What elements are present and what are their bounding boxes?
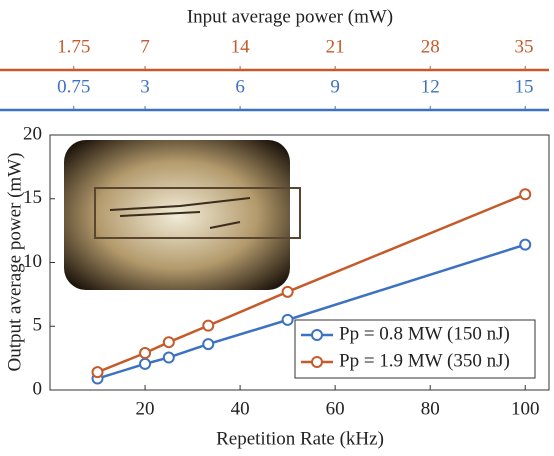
legend-label: Pp = 0.8 MW (150 nJ) (339, 323, 510, 344)
top-tick-label: 28 (421, 36, 440, 57)
data-point (162, 351, 175, 364)
y-tick-label: 10 (23, 251, 42, 272)
legend-marker (311, 329, 323, 341)
data-point (202, 338, 215, 351)
top-tick-label: 0.75 (57, 76, 90, 97)
data-point (139, 347, 152, 360)
y-tick-label: 0 (33, 378, 43, 399)
y-tick-label: 15 (23, 187, 42, 208)
data-point (162, 336, 175, 349)
legend-label: Pp = 1.9 MW (350 nJ) (339, 350, 510, 371)
inset-photo (64, 140, 301, 290)
legend-marker (311, 356, 323, 368)
legend: Pp = 0.8 MW (150 nJ) Pp = 1.9 MW (350 nJ) (294, 319, 536, 379)
top-tick-label: 9 (330, 76, 340, 97)
series-line (97, 243, 526, 380)
x-tick-label: 80 (421, 398, 440, 419)
y-tick-label: 5 (33, 315, 43, 336)
legend-box (294, 319, 536, 379)
top-tick-label: 12 (421, 76, 440, 97)
series-line (97, 193, 526, 374)
data-point (91, 366, 104, 379)
top-tick-label: 1.75 (57, 36, 90, 57)
x-tick-label: 40 (231, 398, 250, 419)
data-point (281, 313, 294, 326)
top-tick-label: 3 (140, 76, 150, 97)
chart-title: Input average power (mW) (187, 6, 393, 27)
x-tick-label: 60 (326, 398, 345, 419)
y-axis-label: Output average power (mW) (4, 153, 25, 372)
top-tick-label: 14 (231, 36, 251, 57)
data-point (519, 238, 532, 251)
top-tick-label: 15 (515, 76, 534, 97)
data-point (202, 319, 215, 332)
top-tick-label: 35 (515, 36, 534, 57)
x-axis-label: Repetition Rate (kHz) (216, 428, 384, 449)
x-tick-label: 100 (511, 398, 540, 419)
top-tick-label: 7 (140, 36, 150, 57)
x-tick-label: 20 (136, 398, 155, 419)
data-point (139, 357, 152, 370)
top-tick-label: 6 (235, 76, 245, 97)
data-point (281, 285, 294, 298)
top-tick-label: 21 (326, 36, 345, 57)
data-point (519, 188, 532, 201)
y-tick-label: 20 (23, 123, 42, 144)
